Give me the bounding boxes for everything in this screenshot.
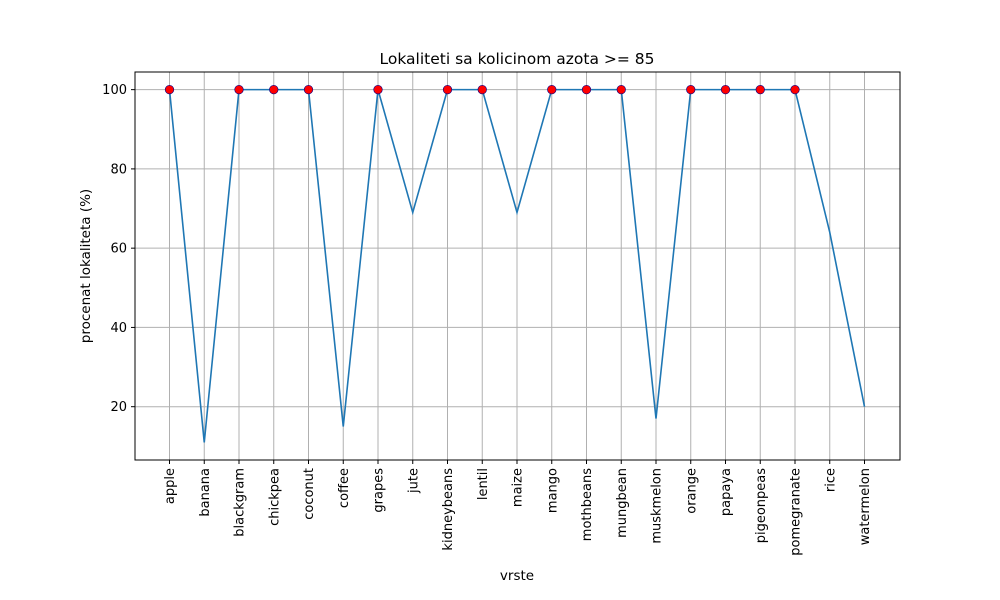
x-tick-label: jute — [406, 468, 421, 494]
x-tick-label: apple — [163, 468, 178, 504]
x-tick-label: coffee — [337, 468, 352, 508]
series-line — [168, 88, 866, 443]
chart-title: Lokaliteti sa kolicinom azota >= 85 — [379, 50, 654, 68]
data-point — [373, 85, 383, 95]
data-point — [269, 85, 279, 95]
x-tick-label: mango — [545, 468, 560, 513]
x-tick-label: mothbeans — [580, 468, 595, 541]
x-tick-label: chickpea — [267, 468, 282, 526]
data-point — [616, 85, 626, 95]
data-point — [547, 85, 557, 95]
x-tick-label: rice — [823, 468, 838, 492]
y-tick-label: 100 — [102, 83, 127, 98]
data-point — [442, 85, 453, 95]
x-tick-label: kidneybeans — [441, 468, 456, 551]
x-tick-label: lentil — [476, 468, 491, 500]
y-tick-label: 40 — [110, 321, 127, 336]
x-tick-label: maize — [511, 468, 526, 507]
data-point — [686, 85, 696, 95]
highlight-points — [164, 85, 800, 95]
series-line-group — [168, 88, 866, 443]
x-axis-ticks: apple banana blackgram chickpea coconut coffe… — [163, 460, 873, 556]
x-tick-label: pigeonpeas — [754, 468, 769, 544]
y-axis-label: procenat lokaliteta (%) — [78, 189, 94, 343]
grid — [135, 72, 900, 460]
x-tick-label: papaya — [719, 468, 734, 516]
data-point — [234, 85, 244, 95]
x-tick-label: watermelon — [858, 468, 873, 545]
x-tick-label: orange — [684, 468, 699, 514]
y-tick-label: 60 — [110, 242, 127, 257]
x-tick-label: mungbean — [615, 468, 630, 538]
data-point — [755, 85, 765, 95]
data-point — [581, 85, 592, 95]
x-tick-label: blackgram — [233, 468, 248, 537]
y-tick-label: 80 — [110, 162, 127, 177]
x-tick-label: coconut — [302, 468, 317, 520]
y-tick-label: 20 — [110, 400, 127, 415]
data-point — [303, 85, 314, 95]
x-axis-label: vrste — [500, 568, 534, 584]
data-point — [720, 85, 731, 95]
data-point — [790, 85, 800, 95]
x-tick-label: pomegranate — [789, 468, 804, 556]
data-point — [477, 85, 487, 95]
x-tick-label: grapes — [372, 468, 387, 513]
x-tick-label: muskmelon — [650, 468, 665, 544]
data-point — [164, 85, 175, 95]
y-axis-ticks: 20 40 60 80 100 — [102, 83, 135, 415]
x-tick-label: banana — [198, 468, 213, 517]
